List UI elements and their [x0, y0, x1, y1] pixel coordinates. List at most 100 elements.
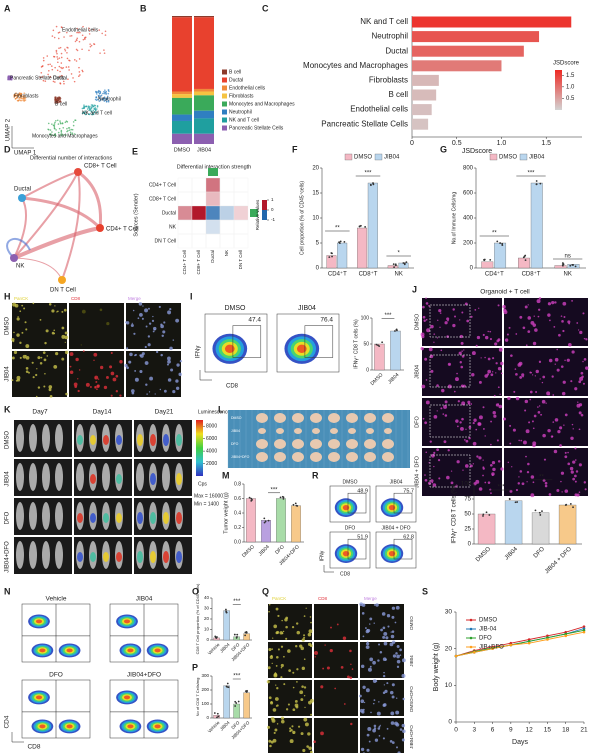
micrograph-signal — [429, 354, 434, 359]
micrograph-signal — [39, 361, 43, 365]
colorbar-label: 6000 — [206, 436, 217, 442]
y-tick-label: 0 — [206, 637, 209, 642]
category-label: B cell — [388, 90, 408, 99]
node — [10, 254, 18, 262]
micrograph-signal — [578, 463, 582, 467]
umap-cell — [99, 95, 102, 97]
micrograph-signal — [546, 391, 551, 396]
micrograph-signal — [496, 439, 499, 442]
micrograph-signal — [454, 390, 456, 393]
micrograph-signal — [572, 428, 574, 430]
micrograph-signal — [459, 421, 462, 424]
mouse — [29, 502, 37, 530]
micrograph-signal — [45, 329, 49, 333]
micrograph-signal — [507, 461, 510, 464]
micrograph-signal — [96, 384, 100, 389]
micrograph-signal — [547, 428, 551, 433]
cluster-label: Ductal — [53, 75, 67, 81]
bar — [554, 265, 567, 269]
series-point — [582, 625, 586, 628]
series-point — [509, 641, 513, 645]
flow-title: JIB04 — [298, 305, 316, 312]
micrograph-signal — [482, 459, 484, 461]
micrograph-signal — [293, 732, 295, 734]
micrograph-signal — [296, 668, 299, 671]
legend-label: DMSO — [354, 155, 372, 161]
micrograph-signal — [308, 629, 313, 634]
micrograph-signal — [533, 315, 535, 317]
umap-cell — [102, 92, 104, 95]
x-tick-label: 0.5 — [452, 140, 462, 147]
umap-cell — [10, 76, 13, 78]
umap-cell — [104, 30, 107, 33]
umap-cell — [95, 108, 98, 110]
flow-title: DFO — [49, 672, 63, 679]
micrograph-signal — [537, 315, 540, 318]
micrograph-signal — [39, 318, 42, 321]
colorbar-label: 4000 — [206, 448, 217, 454]
series-point — [546, 636, 549, 639]
micrograph-signal — [145, 383, 148, 386]
micrograph-signal — [489, 488, 492, 491]
stacked-segment — [194, 133, 214, 144]
panel-label: C — [262, 3, 269, 13]
luminescence — [116, 474, 122, 484]
micrograph-signal — [340, 666, 344, 669]
micrograph-signal — [19, 341, 22, 345]
umap-cell — [52, 29, 55, 32]
micrograph-signal — [304, 706, 306, 709]
micrograph-signal — [467, 400, 471, 404]
micrograph-signal — [425, 297, 427, 299]
x-tick-label: DFO — [230, 720, 241, 731]
umap-cell — [9, 75, 11, 78]
bar — [357, 227, 368, 269]
umap-cell — [81, 34, 84, 37]
data-dot — [328, 256, 331, 259]
umap-cell — [97, 91, 100, 93]
umap-cell — [107, 92, 110, 95]
x-tick-label: 1.5 — [541, 140, 551, 147]
data-dot — [331, 255, 333, 258]
micrograph-signal — [269, 744, 272, 748]
micrograph-signal — [273, 672, 278, 677]
micrograph-signal — [444, 414, 448, 417]
micrograph-signal — [487, 369, 492, 374]
category-label: Endothelial cells — [350, 105, 408, 114]
micrograph-signal — [563, 316, 566, 318]
umap-cell — [98, 100, 101, 102]
y-tick-label: 10 — [445, 682, 453, 689]
significance: *** — [233, 599, 241, 605]
micrograph-signal — [163, 389, 167, 393]
micrograph-signal — [578, 411, 582, 415]
micrograph-signal — [476, 335, 481, 340]
micrograph-signal — [268, 648, 272, 652]
y-tick-label: 0.0 — [234, 539, 241, 545]
micrograph-signal — [425, 379, 428, 381]
micrograph-signal — [369, 665, 372, 668]
micrograph-signal — [574, 387, 578, 391]
micrograph-signal — [301, 685, 304, 688]
node-label: CD4+ T Cell — [106, 227, 139, 233]
data-dot — [372, 183, 375, 186]
umap-cell — [104, 34, 107, 36]
zoom-box — [429, 304, 471, 338]
umap-cell — [53, 123, 56, 125]
data-dot — [381, 341, 384, 344]
micrograph-signal — [303, 686, 307, 689]
luminescence — [103, 435, 109, 445]
data-dot — [338, 242, 341, 245]
umap-cell — [90, 44, 93, 47]
tumor — [382, 452, 394, 462]
legend-label: DMSO — [499, 155, 517, 161]
micrograph-signal — [16, 317, 20, 321]
micrograph-signal — [580, 413, 584, 417]
micrograph-signal — [303, 658, 306, 660]
data-dot — [216, 712, 219, 715]
micrograph-signal — [313, 740, 316, 743]
row-label: Ductal — [162, 210, 176, 216]
significance: * — [397, 251, 400, 257]
data-dot — [508, 498, 511, 501]
micrograph-signal — [563, 424, 565, 426]
umap-cell — [73, 80, 76, 83]
micrograph-signal — [379, 724, 381, 727]
